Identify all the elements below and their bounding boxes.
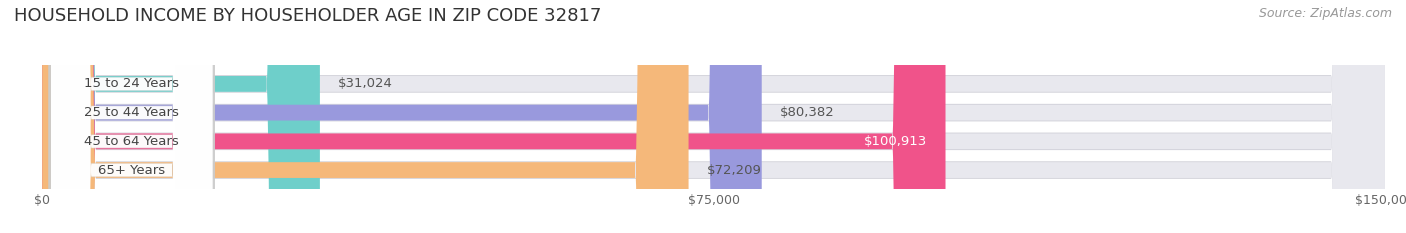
Text: $72,209: $72,209: [706, 164, 761, 177]
Text: 25 to 44 Years: 25 to 44 Years: [84, 106, 179, 119]
FancyBboxPatch shape: [42, 0, 689, 233]
Text: $80,382: $80,382: [779, 106, 834, 119]
FancyBboxPatch shape: [42, 0, 945, 233]
FancyBboxPatch shape: [48, 0, 215, 233]
FancyBboxPatch shape: [42, 0, 1385, 233]
FancyBboxPatch shape: [42, 0, 1385, 233]
FancyBboxPatch shape: [42, 0, 1385, 233]
FancyBboxPatch shape: [51, 0, 212, 233]
FancyBboxPatch shape: [48, 0, 215, 233]
FancyBboxPatch shape: [42, 0, 1385, 233]
Text: $31,024: $31,024: [337, 77, 392, 90]
Text: HOUSEHOLD INCOME BY HOUSEHOLDER AGE IN ZIP CODE 32817: HOUSEHOLD INCOME BY HOUSEHOLDER AGE IN Z…: [14, 7, 602, 25]
Text: Source: ZipAtlas.com: Source: ZipAtlas.com: [1258, 7, 1392, 20]
FancyBboxPatch shape: [48, 0, 215, 233]
Text: 45 to 64 Years: 45 to 64 Years: [84, 135, 179, 148]
FancyBboxPatch shape: [42, 0, 1385, 233]
FancyBboxPatch shape: [42, 0, 762, 233]
Text: 15 to 24 Years: 15 to 24 Years: [84, 77, 179, 90]
FancyBboxPatch shape: [42, 0, 1385, 233]
Text: 65+ Years: 65+ Years: [98, 164, 166, 177]
FancyBboxPatch shape: [42, 0, 1385, 233]
FancyBboxPatch shape: [51, 0, 212, 233]
FancyBboxPatch shape: [48, 0, 215, 233]
Text: $100,913: $100,913: [865, 135, 928, 148]
FancyBboxPatch shape: [42, 0, 1385, 233]
FancyBboxPatch shape: [51, 0, 212, 233]
FancyBboxPatch shape: [42, 0, 321, 233]
FancyBboxPatch shape: [51, 0, 212, 233]
